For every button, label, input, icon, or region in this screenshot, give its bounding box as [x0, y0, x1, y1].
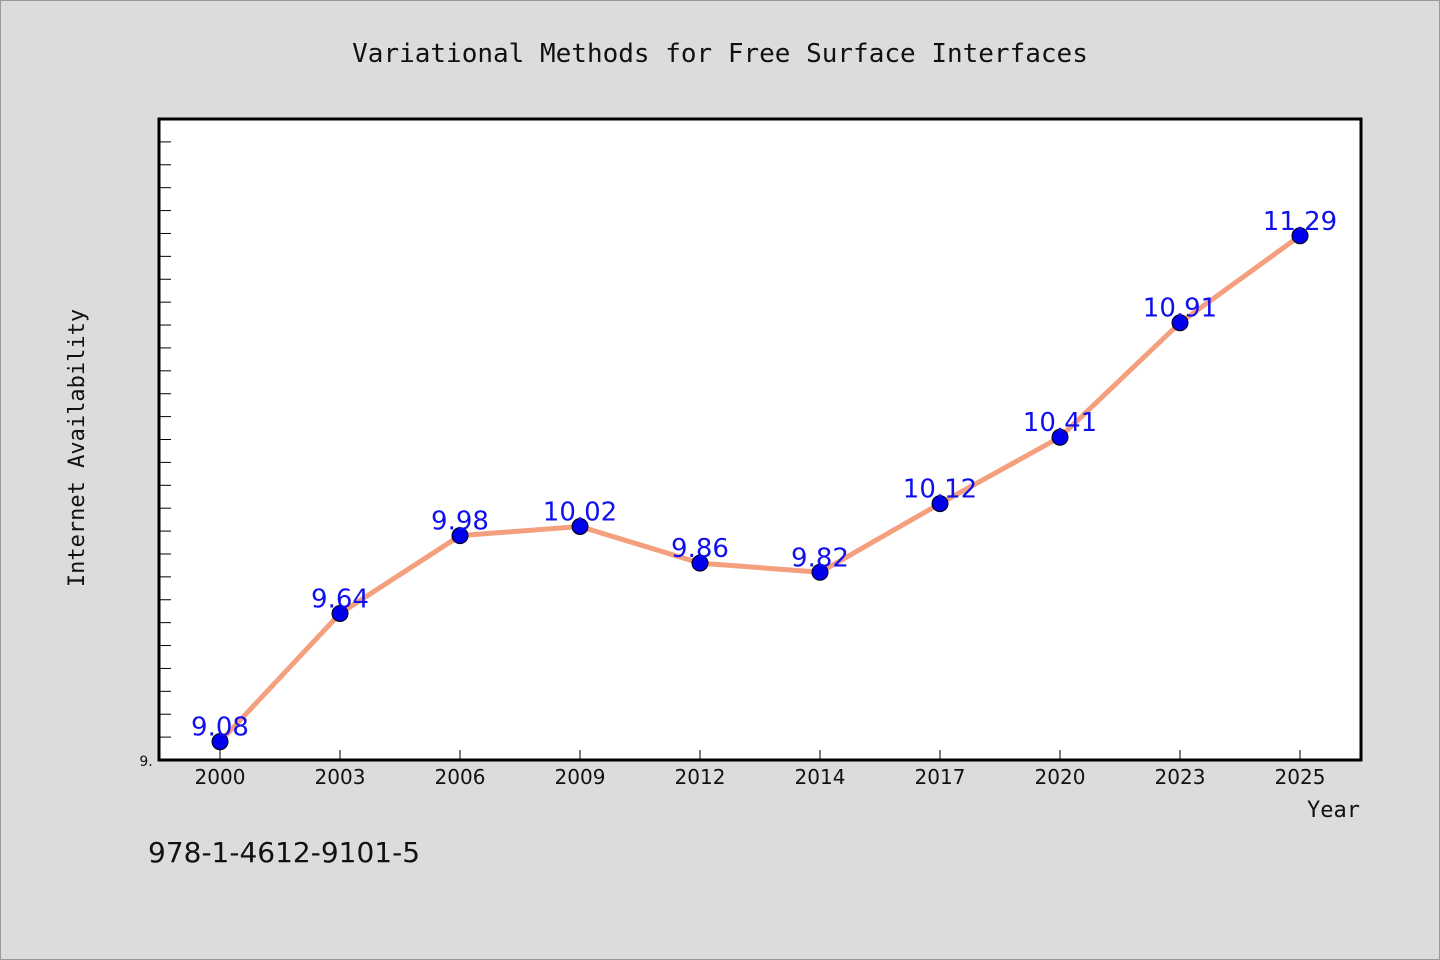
- x-tick-label: 2009: [555, 765, 606, 789]
- data-label: 10.41: [1023, 408, 1097, 438]
- y-axis-ticks: [159, 141, 171, 738]
- data-label: 10.91: [1143, 294, 1217, 324]
- data-label: 10.02: [543, 497, 617, 527]
- data-label: 9.64: [311, 584, 369, 614]
- data-point: [811, 563, 829, 581]
- data-label: 9.82: [791, 543, 849, 573]
- data-point: [211, 733, 229, 751]
- data-label: 10.12: [903, 475, 977, 505]
- x-tick-label: 2014: [795, 765, 846, 789]
- data-point: [571, 517, 589, 535]
- series-layer: 9.08 9.64 9.98 10.02 9.86 9.82 10.12 10.41 10.91…: [191, 207, 1337, 751]
- data-point: [931, 495, 949, 513]
- data-label: 9.08: [191, 713, 249, 743]
- x-axis-ticks: 2000 2003 2006 2009 2012 2014 2017 2020 2023 2025: [195, 750, 1326, 789]
- x-tick-label: 2025: [1275, 765, 1326, 789]
- data-point: [1171, 314, 1189, 332]
- chart-title: Variational Methods for Free Surface Int…: [352, 39, 1088, 69]
- x-tick-label: 2006: [435, 765, 486, 789]
- x-tick-label: 2017: [915, 765, 966, 789]
- data-point: [331, 604, 349, 622]
- data-label: 9.98: [431, 507, 489, 537]
- data-point: [1051, 428, 1069, 446]
- x-tick-label: 2003: [315, 765, 366, 789]
- y-axis-title: Internet Availability: [65, 309, 90, 587]
- isbn-footer: 978-1-4612-9101-5: [148, 836, 420, 869]
- plot-area: [157, 117, 1363, 762]
- x-tick-label: 2020: [1035, 765, 1086, 789]
- x-tick-label: 2000: [195, 765, 246, 789]
- data-point: [451, 527, 469, 545]
- x-axis-title: Year: [1307, 798, 1360, 823]
- data-label: 9.86: [671, 534, 729, 564]
- series-line: [217, 233, 1303, 745]
- data-point: [1291, 227, 1309, 245]
- data-label: 11.29: [1263, 207, 1337, 237]
- x-tick-label: 2023: [1155, 765, 1206, 789]
- x-tick-label: 2012: [675, 765, 726, 789]
- data-point: [691, 554, 709, 572]
- y-tick-label: 9.: [139, 754, 152, 770]
